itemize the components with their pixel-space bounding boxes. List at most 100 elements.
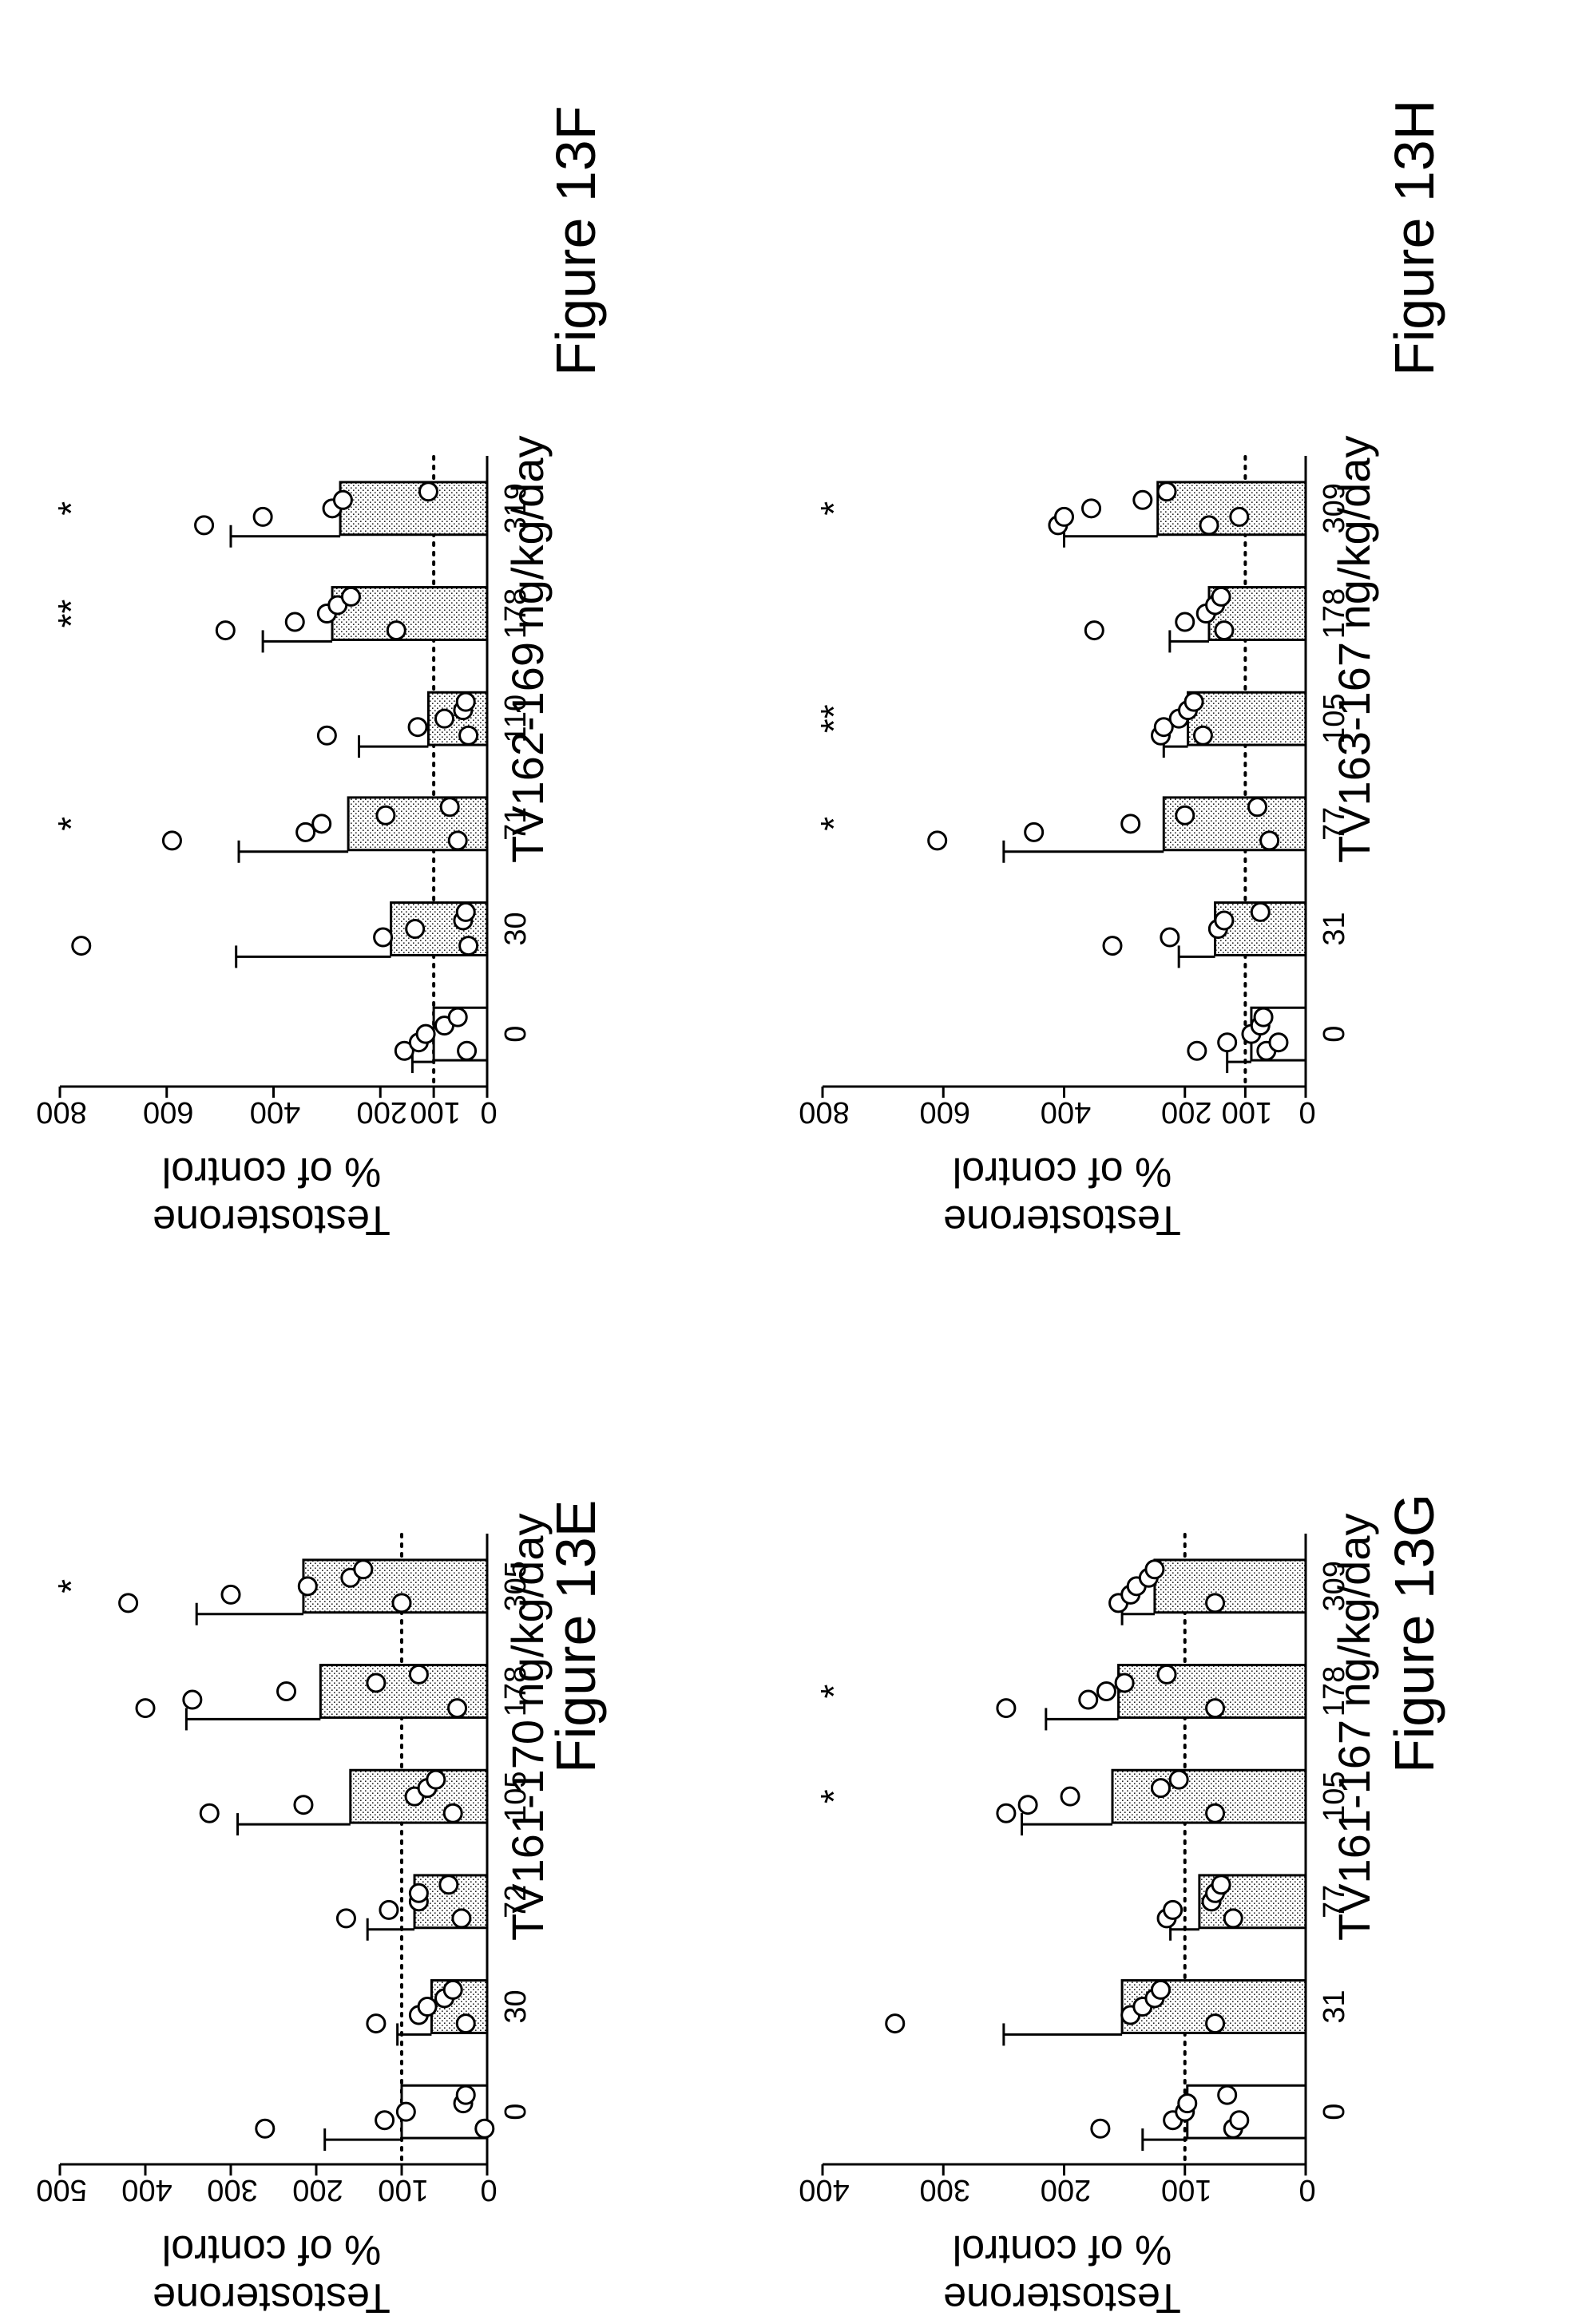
data-point xyxy=(474,2118,495,2139)
data-point xyxy=(199,1803,220,1823)
data-point xyxy=(135,1698,156,1719)
y-axis-label-line1: Testosterone xyxy=(153,1197,391,1243)
y-tick-label: 400 xyxy=(799,2173,849,2207)
y-tick-label: 500 xyxy=(36,2173,86,2207)
data-point xyxy=(418,481,438,502)
data-point xyxy=(1163,1899,1183,1920)
x-tick-label: 0 xyxy=(1318,2104,1351,2120)
x-tick-label: 31 xyxy=(1318,1989,1351,2023)
data-point xyxy=(1096,1681,1116,1701)
data-point xyxy=(1151,1979,1171,2000)
data-point xyxy=(1078,1689,1099,1710)
chart-13h: Testosterone % of control TV163-167 ng/k… xyxy=(799,100,1445,1243)
significance-marker: * xyxy=(813,817,854,831)
x-axis-label: TV163-167 ng/kg/day xyxy=(1329,436,1379,863)
data-point xyxy=(1205,2013,1226,2034)
x-tick-label: 305 xyxy=(499,1561,533,1611)
data-point xyxy=(442,1803,463,1823)
data-point xyxy=(386,620,406,641)
significance-marker: * xyxy=(50,817,92,831)
data-point xyxy=(442,1979,463,2000)
x-tick-label: 178 xyxy=(1318,588,1351,639)
bar xyxy=(319,1664,489,1719)
data-point xyxy=(1183,691,1204,712)
data-point xyxy=(316,725,337,746)
data-point xyxy=(1151,1778,1171,1799)
x-tick-label: 72 xyxy=(499,1885,533,1918)
x-tick-label: 71 xyxy=(499,807,533,841)
data-point xyxy=(255,2118,276,2139)
data-point xyxy=(451,1908,472,1929)
data-point xyxy=(457,1040,478,1061)
significance-marker: ** xyxy=(813,704,854,733)
data-point xyxy=(408,1664,429,1685)
y-tick-label: 0 xyxy=(480,2173,497,2207)
data-point xyxy=(1120,814,1141,834)
chart-13e: Testosterone % of control TV161-170 ng/k… xyxy=(36,1500,607,2321)
x-tick-label: 105 xyxy=(1318,693,1351,743)
y-tick-label: 0 xyxy=(1298,1095,1315,1129)
x-tick-label: 77 xyxy=(1318,807,1351,841)
data-point xyxy=(118,1593,139,1613)
y-tick-label: 300 xyxy=(207,2173,257,2207)
data-point xyxy=(295,822,316,842)
data-point xyxy=(1205,1593,1226,1613)
data-point xyxy=(1132,489,1153,510)
x-tick-label: 77 xyxy=(1318,1885,1351,1918)
data-point xyxy=(1217,2084,1238,2105)
data-point xyxy=(366,2013,387,2034)
significance-marker: * xyxy=(813,501,854,516)
data-point xyxy=(447,1007,468,1027)
y-tick-label: 600 xyxy=(143,1095,193,1129)
data-point xyxy=(996,1698,1017,1719)
data-point xyxy=(1175,805,1195,825)
data-point xyxy=(455,2013,476,2034)
data-point xyxy=(284,612,305,632)
data-point xyxy=(311,814,332,834)
y-tick-label: 0 xyxy=(480,1095,497,1129)
significance-marker: * xyxy=(813,1684,854,1698)
data-point xyxy=(885,2013,906,2034)
data-point xyxy=(182,1689,203,1710)
bar xyxy=(1156,481,1307,536)
bar xyxy=(339,481,489,536)
chart-13g: Testosterone % of control TV161-167 ng/k… xyxy=(799,1494,1445,2321)
data-point xyxy=(1102,936,1123,956)
data-point xyxy=(1060,1786,1080,1807)
y-tick-label: 100 xyxy=(1222,1095,1272,1129)
x-tick-label: 31 xyxy=(1318,912,1351,945)
y-tick-label: 100 xyxy=(1161,2173,1211,2207)
data-point xyxy=(375,805,396,825)
data-point xyxy=(394,1040,414,1061)
data-point xyxy=(455,901,476,922)
data-point xyxy=(1156,481,1177,502)
x-tick-label: 319 xyxy=(499,483,533,533)
data-point xyxy=(340,586,361,607)
data-point xyxy=(1211,1875,1231,1895)
data-point xyxy=(276,1681,297,1701)
data-point xyxy=(434,708,454,729)
x-tick-label: 178 xyxy=(499,1666,533,1716)
data-point xyxy=(1153,717,1174,738)
x-axis-label: TV162-169 ng/kg/day xyxy=(502,436,553,863)
y-tick-label: 100 xyxy=(378,2173,428,2207)
data-point xyxy=(379,1899,399,1920)
x-axis-label: TV161-167 ng/kg/day xyxy=(1329,1514,1379,1941)
data-point xyxy=(1211,586,1231,607)
x-tick-label: 309 xyxy=(1318,483,1351,533)
data-point xyxy=(395,2101,416,2122)
y-tick-label: 200 xyxy=(292,2173,343,2207)
data-point xyxy=(438,1875,459,1895)
figure-label: Figure 13E xyxy=(545,1500,607,1773)
significance-marker: * xyxy=(50,501,92,516)
y-axis-label-line2: % of control xyxy=(953,2227,1172,2273)
y-tick-label: 200 xyxy=(1161,1095,1211,1129)
data-point xyxy=(455,691,476,712)
data-point xyxy=(1114,1673,1135,1693)
data-point xyxy=(1054,506,1074,527)
data-point xyxy=(220,1584,241,1605)
y-tick-label: 300 xyxy=(920,2173,970,2207)
